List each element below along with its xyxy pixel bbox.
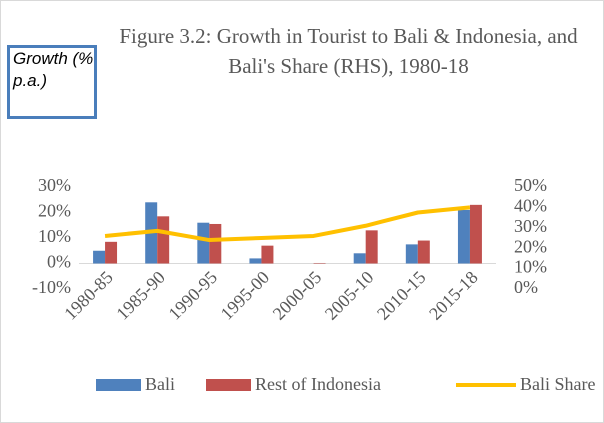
bar: [417, 240, 430, 264]
y2-tick-label: 40%: [514, 196, 547, 216]
x-tick-label: 1990-95: [164, 267, 221, 324]
line-series: [104, 205, 471, 243]
x-tick-label: 2005-10: [321, 267, 378, 324]
x-tick-label: 2000-05: [269, 267, 326, 324]
bar: [261, 245, 274, 264]
bar: [197, 222, 210, 264]
y-tick-label: 0%: [47, 252, 71, 272]
bar: [209, 223, 222, 264]
y2-tick-label: 20%: [514, 236, 547, 256]
bar: [313, 262, 326, 264]
y2-tick-label: 0%: [514, 277, 538, 297]
x-tick-label: 1995-00: [217, 267, 274, 324]
bar: [365, 230, 378, 264]
bar: [457, 209, 470, 264]
chart-title: Figure 3.2: Growth in Tourist to Bali & …: [119, 24, 578, 78]
y2-tick-label: 30%: [514, 216, 547, 236]
legend-swatch: [206, 379, 251, 391]
bar: [405, 244, 418, 264]
bar: [353, 253, 366, 264]
y-tick-label: 30%: [38, 175, 71, 195]
y-tick-label: 10%: [38, 226, 71, 246]
y2-tick-label: 10%: [514, 257, 547, 277]
y-tick-label: 20%: [38, 201, 71, 221]
y-axis-label: Growth (% p.a.): [7, 45, 97, 119]
legend-label: Rest of Indonesia: [255, 374, 381, 394]
bar: [469, 204, 482, 264]
bar: [93, 250, 106, 264]
legend-label: Bali Share: [520, 374, 595, 394]
x-tick-label: 2010-15: [373, 267, 430, 324]
legend-label: Bali: [145, 374, 175, 394]
y-tick-label: -10%: [32, 277, 71, 297]
x-tick-label: 2015-18: [425, 267, 482, 324]
bar: [105, 241, 118, 264]
x-tick-label: 1985-90: [112, 267, 169, 324]
legend-swatch: [96, 379, 141, 391]
bar: [249, 258, 262, 264]
bar: [157, 216, 170, 264]
y2-tick-label: 50%: [514, 175, 547, 195]
